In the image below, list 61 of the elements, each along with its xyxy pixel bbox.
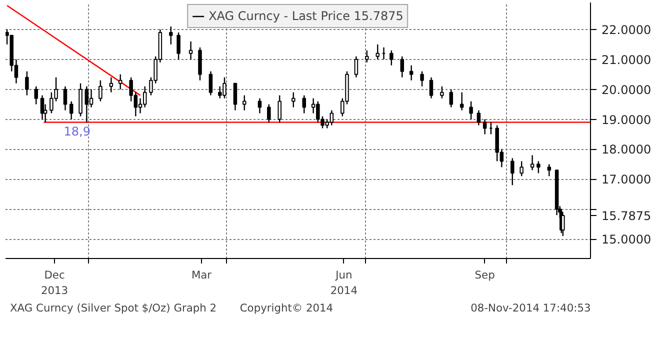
candlestick <box>89 88 94 108</box>
candlestick <box>208 70 213 96</box>
y-tick-label: 17.0000 <box>602 172 652 187</box>
text: XAG Curncy (Silver Spot $/Oz) Graph 2 <box>10 302 217 314</box>
candlestick <box>520 160 524 177</box>
candlestick <box>536 160 540 174</box>
y-tick-label: 19.0000 <box>602 112 652 127</box>
y-tick-label: 15.7875 <box>602 208 652 223</box>
text: Copyright© 2014 <box>240 302 334 314</box>
candlestick <box>376 44 380 60</box>
candlestick <box>440 86 444 99</box>
candlestick <box>142 86 147 108</box>
candlestick <box>429 76 434 99</box>
candlestick <box>482 118 487 135</box>
candlestick <box>25 70 29 96</box>
candlestick <box>242 94 246 111</box>
legend-label: XAG Curncy - Last Price 15.7875 <box>208 9 404 23</box>
candlestick <box>530 154 534 171</box>
candlestick <box>469 100 473 120</box>
candlestick <box>400 56 404 78</box>
candlestick <box>63 86 68 111</box>
candlestick <box>460 92 464 111</box>
y-tick-label: 20.0000 <box>602 82 652 97</box>
candlestick <box>354 56 358 78</box>
candlestick <box>278 94 282 123</box>
x-tick-label: Sep <box>474 268 496 282</box>
x-tick-label: Jun 2014 <box>330 268 358 298</box>
candlestick <box>510 158 514 186</box>
candlestick <box>409 64 414 81</box>
candlestick <box>188 40 193 60</box>
candlestick <box>476 110 481 126</box>
candlestick <box>40 94 44 120</box>
series-label: 18,9 <box>64 124 91 138</box>
x-tick-label: Mar <box>191 268 212 282</box>
candlestick <box>78 82 82 117</box>
candlestick <box>84 86 89 123</box>
candlestick <box>302 94 306 114</box>
candlestick <box>267 104 271 123</box>
candlestick <box>561 214 565 237</box>
candlestick <box>169 26 173 46</box>
candlestick <box>449 88 454 108</box>
candlestick <box>118 74 122 90</box>
y-tick-label: 22.0000 <box>602 22 652 37</box>
y-tick-label: 15.0000 <box>602 232 652 247</box>
candlestick <box>34 86 38 105</box>
candlestick <box>69 100 74 120</box>
y-tick-label: 21.0000 <box>602 52 652 67</box>
x-tick-label: Dec 2013 <box>40 268 68 298</box>
candlestick <box>98 80 102 102</box>
candlestick <box>547 164 552 177</box>
candlestick <box>233 82 238 111</box>
candlestick <box>390 50 394 66</box>
candlestick <box>198 46 202 81</box>
y-tick-label: 18.0000 <box>602 142 652 157</box>
candlestick <box>420 70 424 87</box>
candlestick <box>258 98 262 114</box>
candlestick <box>109 76 114 93</box>
text: 08-Nov-2014 17:40:53 <box>470 302 591 314</box>
candlestick <box>365 50 369 63</box>
candlestick <box>292 92 296 108</box>
candlestick <box>176 32 180 60</box>
